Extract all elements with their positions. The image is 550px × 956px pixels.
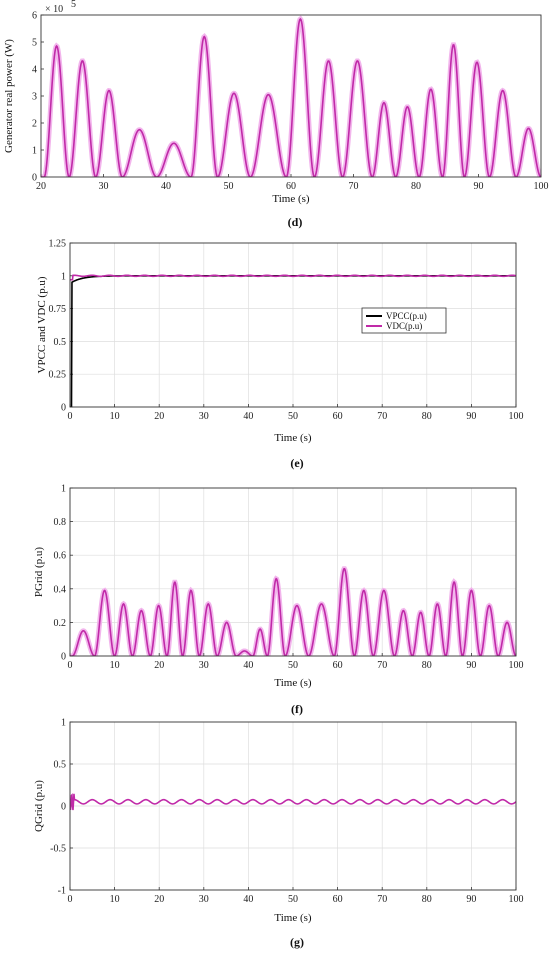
x-tick-label: 70 — [377, 660, 387, 671]
x-tick-label: 100 — [509, 411, 524, 422]
plot-frame — [69, 242, 517, 408]
y-tick-label: 5 — [32, 38, 37, 49]
x-tick-label: 30 — [99, 181, 109, 192]
y-tick-label: 0 — [61, 652, 66, 663]
y-tick-label: 0.5 — [54, 760, 67, 771]
x-tick-label: 40 — [243, 411, 253, 422]
x-axis-label: Time (s) — [274, 432, 312, 444]
y-tick-label: 0.25 — [49, 370, 67, 381]
x-tick-label: 60 — [333, 894, 343, 905]
x-tick-label: 70 — [349, 181, 359, 192]
y-tick-label: 1 — [61, 484, 66, 495]
plot-frame — [69, 487, 517, 657]
y-tick-label: 6 — [32, 11, 37, 22]
y-tick-label: 0 — [61, 802, 66, 813]
x-tick-label: 100 — [534, 181, 549, 192]
y-tick-label: -1 — [58, 886, 66, 897]
x-tick-label: 100 — [509, 660, 524, 671]
series-line-vdc-p-u- — [70, 274, 516, 281]
series-line-1 — [41, 17, 541, 177]
x-tick-label: 0 — [68, 660, 73, 671]
y-axis-label: Generator real power (W) — [3, 39, 15, 153]
x-tick-label: 90 — [466, 411, 476, 422]
x-axis-label: Time (s) — [272, 193, 310, 205]
x-tick-label: 50 — [288, 411, 298, 422]
x-tick-label: 30 — [199, 894, 209, 905]
x-tick-label: 40 — [243, 894, 253, 905]
x-tick-label: 100 — [509, 894, 524, 905]
series-line-1 — [70, 793, 516, 811]
x-tick-label: 20 — [154, 894, 164, 905]
x-tick-label: 10 — [110, 660, 120, 671]
x-tick-label: 40 — [243, 660, 253, 671]
y-tick-label: 0.8 — [54, 517, 67, 528]
x-tick-label: 90 — [474, 181, 484, 192]
chart-g: 0 10 20 30 40 50 60 70 80 90 100 -1 -0.5 0 0.5 1 Time (s… — [33, 718, 524, 950]
y-tick-label: 0.4 — [54, 584, 67, 595]
x-tick-label: 80 — [422, 894, 432, 905]
x-tick-label: 70 — [377, 894, 387, 905]
x-tick-label: 30 — [199, 411, 209, 422]
legend-entry: VPCC(p.u) — [386, 311, 427, 321]
x-tick-label: 50 — [224, 181, 234, 192]
x-tick-label: 50 — [288, 894, 298, 905]
x-tick-label: 10 — [110, 411, 120, 422]
y-tick-label: 0 — [32, 173, 37, 184]
x-tick-label: 80 — [411, 181, 421, 192]
y-tick-label: 0.5 — [54, 337, 67, 348]
x-tick-label: 90 — [466, 894, 476, 905]
y-exponent-label: × 10 — [45, 4, 63, 15]
x-tick-label: 0 — [68, 894, 73, 905]
x-tick-label: 0 — [68, 411, 73, 422]
y-tick-label: 0 — [61, 403, 66, 414]
y-tick-label: 3 — [32, 92, 37, 103]
legend-box — [361, 307, 447, 334]
x-tick-label: 30 — [199, 660, 209, 671]
y-tick-label: 1 — [61, 718, 66, 729]
x-tick-label: 70 — [377, 411, 387, 422]
panel-label: (f) — [291, 702, 303, 716]
x-tick-label: 80 — [422, 411, 432, 422]
panel-label: (d) — [288, 215, 303, 229]
x-tick-label: 20 — [36, 181, 46, 192]
y-tick-label: 1 — [32, 146, 37, 157]
chart-d: 20 30 40 50 60 70 80 90 100 0 1 2 3 4 5 6 Time (s) Genera… — [3, 0, 549, 229]
plot-frame — [69, 721, 517, 891]
x-tick-label: 20 — [154, 411, 164, 422]
series-line-1 — [70, 567, 516, 656]
y-tick-label: 4 — [32, 65, 37, 76]
y-axis-label: QGrid (p.u) — [33, 780, 45, 832]
x-tick-label: 20 — [154, 660, 164, 671]
panel-label: (e) — [290, 456, 303, 470]
x-tick-label: 50 — [288, 660, 298, 671]
x-tick-label: 60 — [286, 181, 296, 192]
legend-entry: VDC(p.u) — [386, 321, 422, 331]
legend: VPCC(p.u)VDC(p.u) — [361, 307, 447, 334]
chart-e: 0 10 20 30 40 50 60 70 80 90 100 0 0.25 0.5 0.75 1 1.25 T… — [36, 239, 524, 471]
plot-frame — [40, 14, 542, 178]
y-tick-label: 1 — [61, 271, 66, 282]
y-tick-label: 0.2 — [54, 618, 67, 629]
x-tick-label: 80 — [422, 660, 432, 671]
y-tick-label: 0.6 — [54, 551, 67, 562]
y-exponent-power: 5 — [71, 0, 76, 10]
x-axis-label: Time (s) — [274, 912, 312, 924]
chart-f: 0 10 20 30 40 50 60 70 80 90 100 0 0.2 0.4 0.6 0.8 1 Time… — [33, 484, 524, 717]
panel-label: (g) — [290, 935, 304, 949]
y-tick-label: 0.75 — [49, 304, 67, 315]
y-axis-label: PGrid (p.u) — [33, 547, 45, 597]
x-tick-label: 60 — [333, 411, 343, 422]
y-axis-label: VPCC and VDC (p.u) — [36, 276, 48, 373]
x-tick-label: 40 — [161, 181, 171, 192]
x-tick-label: 10 — [110, 894, 120, 905]
y-tick-label: -0.5 — [50, 844, 66, 855]
series-halo — [41, 15, 541, 177]
y-tick-label: 1.25 — [49, 239, 67, 250]
x-tick-label: 90 — [466, 660, 476, 671]
y-tick-label: 2 — [32, 119, 37, 130]
x-tick-label: 60 — [333, 660, 343, 671]
x-axis-label: Time (s) — [274, 677, 312, 689]
